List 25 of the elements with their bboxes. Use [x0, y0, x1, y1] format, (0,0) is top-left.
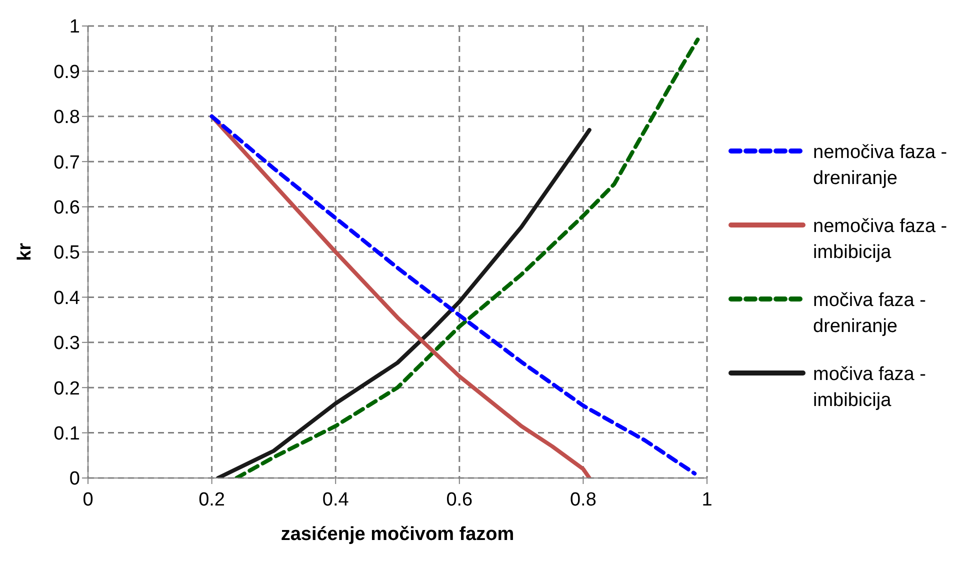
- x-tick-label: 1: [702, 489, 712, 510]
- y-tick-label: 0.8: [54, 107, 80, 128]
- y-tick-label: 0.3: [54, 333, 80, 354]
- y-tick-label: 0.9: [54, 62, 80, 83]
- x-tick-label: 0.8: [570, 489, 596, 510]
- legend-label: močiva faza - imbibicija: [813, 363, 927, 413]
- line-series: [210, 114, 697, 476]
- line-series: [234, 38, 700, 478]
- legend-label: nemočiva faza - dreniranje: [813, 141, 948, 191]
- y-tick-label: 0.5: [54, 242, 80, 264]
- x-tick-label: 0.4: [322, 489, 350, 510]
- y-tick-label: 0.2: [54, 378, 80, 400]
- y-tick-label: 0.6: [54, 198, 80, 219]
- y-tick-label: 0: [69, 468, 80, 490]
- y-tick-label: 0.4: [54, 288, 80, 309]
- legend-label: nemočiva faza - imbibicija: [813, 215, 948, 265]
- x-tick-label: 0.2: [198, 489, 226, 510]
- y-tick-label: 1: [69, 16, 80, 38]
- x-axis-title: zasićenje močivom fazom: [280, 524, 514, 545]
- x-tick-label: 0: [82, 489, 94, 510]
- y-tick-label: 0.7: [54, 152, 80, 174]
- x-tick-label: 0.6: [446, 489, 473, 510]
- y-tick-label: 0.1: [54, 424, 80, 445]
- y-axis-title: kr: [14, 242, 36, 261]
- legend-label: močiva faza - dreniranje: [813, 289, 927, 339]
